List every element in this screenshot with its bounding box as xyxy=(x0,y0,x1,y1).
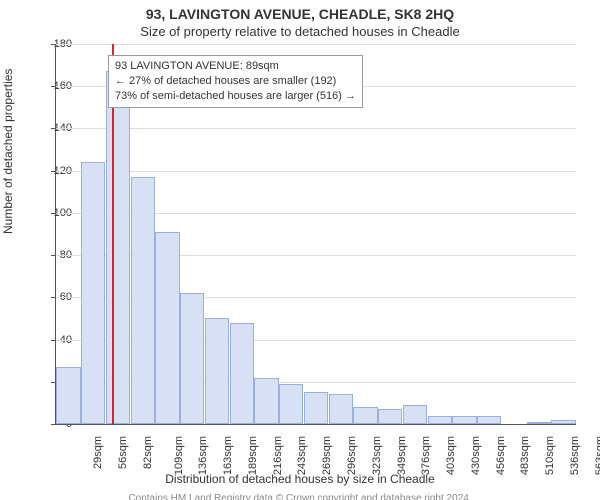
x-tick-label: 323sqm xyxy=(371,436,383,475)
histogram-bar xyxy=(180,293,204,424)
histogram-bar xyxy=(56,367,80,424)
x-tick-label: 376sqm xyxy=(420,436,432,475)
x-tick-label: 349sqm xyxy=(396,436,408,475)
x-tick-label: 536sqm xyxy=(569,436,581,475)
x-tick-label: 136sqm xyxy=(198,436,210,475)
histogram-bar xyxy=(254,378,278,424)
x-tick-label: 29sqm xyxy=(92,436,104,469)
histogram-bar xyxy=(131,177,155,424)
histogram-bar xyxy=(378,409,402,424)
gridline xyxy=(56,44,576,45)
x-tick-label: 216sqm xyxy=(272,436,284,475)
histogram-bar xyxy=(155,232,179,424)
x-tick-label: 483sqm xyxy=(519,436,531,475)
x-tick-label: 82sqm xyxy=(142,436,154,469)
histogram-bar xyxy=(279,384,303,424)
histogram-bar xyxy=(205,318,229,424)
x-tick-label: 510sqm xyxy=(544,436,556,475)
histogram-bar xyxy=(527,422,551,424)
x-tick-label: 403sqm xyxy=(445,436,457,475)
plot-area: 93 LAVINGTON AVENUE: 89sqm ← 27% of deta… xyxy=(55,44,576,425)
x-tick-label: 456sqm xyxy=(495,436,507,475)
annotation-line-1: 93 LAVINGTON AVENUE: 89sqm xyxy=(115,59,356,74)
histogram-bar xyxy=(329,394,353,424)
x-tick-label: 563sqm xyxy=(594,436,600,475)
histogram-bar xyxy=(428,416,452,424)
gridline xyxy=(56,171,576,172)
x-tick-label: 243sqm xyxy=(297,436,309,475)
chart-title-subtitle: Size of property relative to detached ho… xyxy=(0,24,600,39)
histogram-bar xyxy=(230,323,254,424)
histogram-bar xyxy=(106,71,130,424)
attribution-text: Contains HM Land Registry data © Crown c… xyxy=(0,492,600,500)
x-tick-label: 56sqm xyxy=(117,436,129,469)
y-axis-title: Number of detached properties xyxy=(1,69,15,234)
chart-title-address: 93, LAVINGTON AVENUE, CHEADLE, SK8 2HQ xyxy=(0,6,600,22)
histogram-bar xyxy=(81,162,105,424)
x-tick-label: 109sqm xyxy=(173,436,185,475)
annotation-line-2: ← 27% of detached houses are smaller (19… xyxy=(115,74,356,89)
x-tick-label: 269sqm xyxy=(321,436,333,475)
histogram-bar xyxy=(452,416,476,424)
histogram-bar xyxy=(353,407,377,424)
attribution-line-1: Contains HM Land Registry data © Crown c… xyxy=(0,492,600,500)
x-tick-label: 189sqm xyxy=(247,436,259,475)
histogram-bar xyxy=(477,416,501,424)
x-tick-label: 163sqm xyxy=(222,436,234,475)
gridline xyxy=(56,128,576,129)
annotation-box: 93 LAVINGTON AVENUE: 89sqm ← 27% of deta… xyxy=(108,55,363,108)
histogram-bar xyxy=(304,392,328,424)
x-tick-label: 430sqm xyxy=(470,436,482,475)
histogram-bar xyxy=(551,420,575,424)
page-root: 93, LAVINGTON AVENUE, CHEADLE, SK8 2HQ S… xyxy=(0,0,600,500)
annotation-line-3: 73% of semi-detached houses are larger (… xyxy=(115,89,356,104)
x-axis-title: Distribution of detached houses by size … xyxy=(0,472,600,486)
histogram-bar xyxy=(403,405,427,424)
x-tick-label: 296sqm xyxy=(346,436,358,475)
